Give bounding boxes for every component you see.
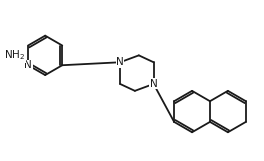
Text: N: N (24, 60, 32, 70)
Text: N: N (150, 79, 158, 89)
Text: NH$_2$: NH$_2$ (4, 48, 25, 62)
Text: N: N (116, 57, 124, 67)
